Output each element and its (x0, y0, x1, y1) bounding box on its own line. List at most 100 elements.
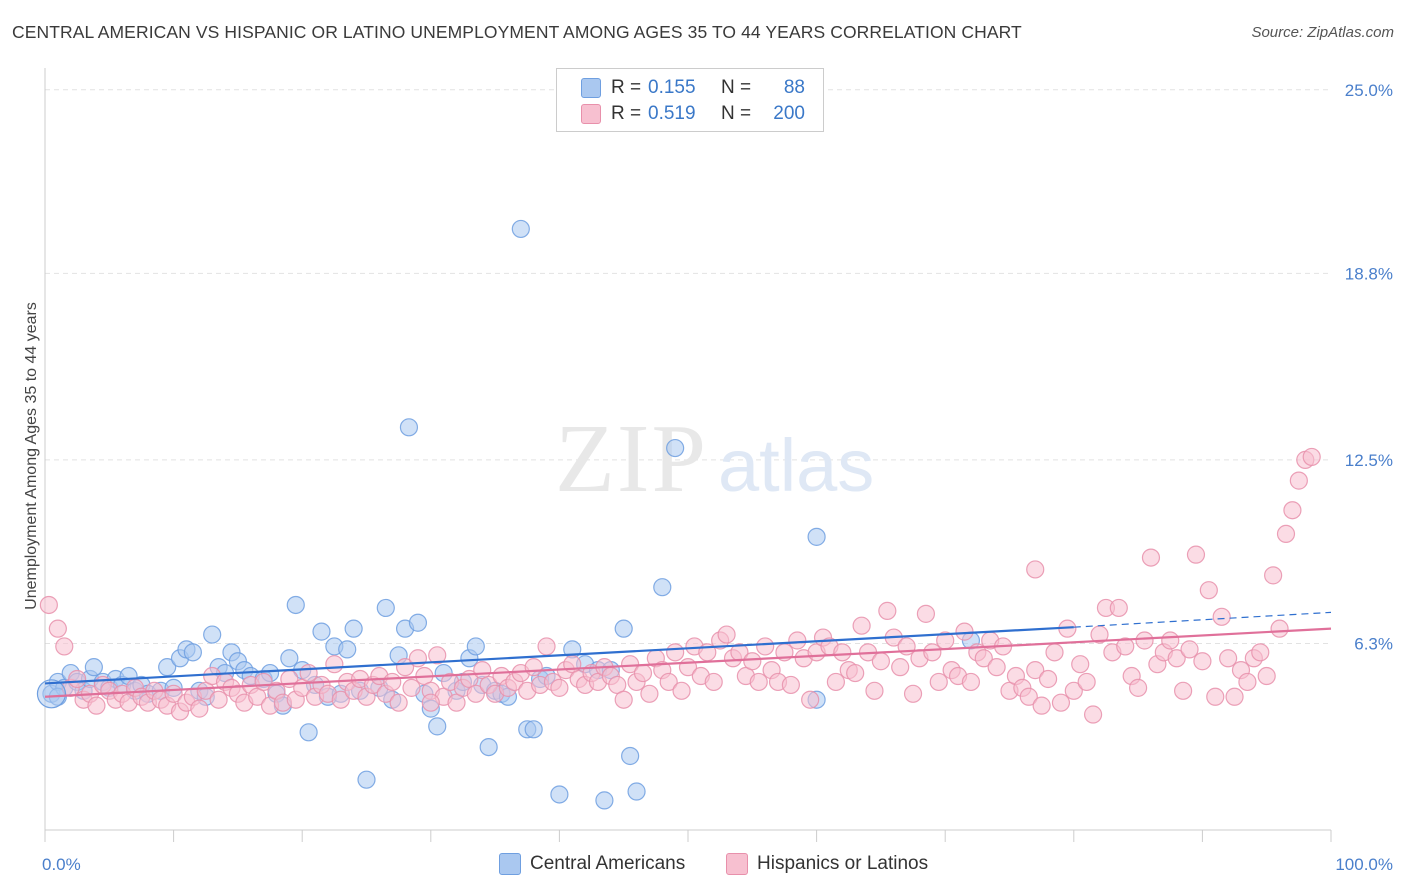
hispanic-point (402, 678, 421, 697)
hispanic-point (1141, 548, 1161, 567)
central-american-point (286, 595, 305, 615)
hispanic-point (1116, 637, 1135, 656)
hispanic-point (1167, 649, 1186, 668)
central-american-point (299, 723, 318, 742)
hispanic-point (852, 616, 871, 635)
central-american-point (183, 643, 202, 662)
hispanic-point (929, 672, 948, 692)
hispanic-point (48, 619, 67, 638)
hispanic-point (1128, 678, 1148, 697)
hispanic-point (1264, 566, 1283, 585)
hispanic-point (524, 658, 543, 677)
y-tick-label: 18.8% (1345, 264, 1393, 283)
hispanic-point (39, 595, 58, 615)
hispanic-point (916, 604, 936, 623)
hispanic-point (781, 675, 800, 695)
legend-r-label: R = (611, 103, 642, 124)
hispanic-point (1083, 705, 1103, 724)
central-american-point (653, 578, 672, 597)
hispanic-point (826, 672, 845, 692)
hispanic-point (1135, 631, 1154, 650)
correlation-legend: R = 0.155 N = 88 R = 0.519 N = 200 (556, 68, 824, 132)
hispanic-point (871, 652, 891, 671)
hispanic-point (955, 622, 974, 641)
hispanic-point (666, 643, 685, 662)
hispanic-point (1026, 560, 1045, 579)
central-american-point (621, 746, 640, 766)
trend-lines (44, 611, 1332, 698)
hispanic-point (1212, 607, 1231, 626)
hispanic-point (209, 690, 228, 709)
x-tick-label: 100.0% (1335, 855, 1393, 874)
central-american-point (466, 637, 485, 656)
hispanic-point (331, 690, 350, 709)
central-american-point (408, 613, 428, 632)
central-american-point (84, 658, 103, 677)
hispanic-point (801, 690, 820, 709)
hispanic-point (891, 658, 910, 677)
legend-swatch-pink (581, 104, 601, 124)
central-american-point (511, 219, 530, 239)
hispanic-point (537, 637, 556, 656)
central-american-point (595, 791, 614, 810)
y-tick-labels: 6.3% 12.5% 18.8% 25.0% (1345, 81, 1393, 654)
hispanic-point (1270, 619, 1289, 638)
central-american-point (399, 418, 419, 437)
central-american-point (524, 720, 543, 739)
legend-r-value: 0.155 (648, 77, 696, 98)
hispanic-point (68, 669, 87, 689)
central-american-point (338, 640, 357, 659)
hispanic-point (1283, 501, 1302, 520)
legend-label: Hispanics or Latinos (757, 853, 929, 874)
hispanic-point (846, 663, 865, 683)
hispanic-point (1251, 643, 1270, 662)
hispanic-point (1257, 666, 1276, 686)
central-american-point (614, 619, 633, 638)
hispanic-point (614, 690, 633, 709)
hispanic-point (87, 696, 106, 715)
central-american-point (666, 438, 685, 458)
legend-n-label: N = (721, 77, 752, 98)
y-tick-label: 25.0% (1345, 81, 1393, 100)
hispanic-point (749, 672, 768, 692)
watermark-atlas: atlas (718, 424, 874, 507)
hispanic-point (633, 663, 653, 683)
hispanic-point (1225, 687, 1244, 706)
central-american-point (627, 782, 646, 801)
hispanic-point (1193, 652, 1212, 671)
legend-r-value: 0.519 (648, 103, 696, 124)
chart-title: CENTRAL AMERICAN VS HISPANIC OR LATINO U… (12, 22, 1022, 42)
hispanic-point (717, 625, 736, 644)
legend-n-label: N = (721, 103, 752, 124)
hispanic-point (1238, 672, 1257, 692)
legend-n-value: 88 (783, 77, 805, 98)
central-american-point (479, 737, 498, 757)
central-american-trend-extension (1073, 611, 1332, 628)
hispanic-point (923, 643, 942, 662)
hispanic-point (466, 684, 485, 703)
hispanic-trend-line (44, 627, 1332, 698)
source-label: Source: ZipAtlas.com (1251, 24, 1394, 41)
hispanic-point (1077, 672, 1096, 692)
hispanic-point (1051, 693, 1071, 712)
hispanic-point (974, 649, 993, 668)
hispanic-point (672, 681, 691, 700)
central-american-point (807, 527, 826, 546)
x-tick-labels: 0.0% 100.0% (42, 855, 1393, 874)
hispanic-point (878, 601, 897, 620)
hispanic-point (1289, 471, 1308, 490)
hispanic-point (1186, 545, 1206, 564)
central-american-point (376, 598, 395, 618)
hispanic-point (1161, 631, 1180, 650)
hispanic-point (621, 655, 640, 674)
hispanic-point (1219, 649, 1238, 668)
hispanic-point (383, 672, 402, 692)
x-tick-label: 0.0% (42, 855, 81, 874)
hispanic-point (961, 672, 981, 692)
legend-swatch-pink (726, 853, 748, 875)
hispanic-point (1302, 447, 1321, 467)
hispanic-point (987, 658, 1006, 677)
legend-swatch-blue (581, 78, 601, 98)
hispanic-point (1199, 581, 1218, 600)
grid-lines (45, 89, 1331, 644)
